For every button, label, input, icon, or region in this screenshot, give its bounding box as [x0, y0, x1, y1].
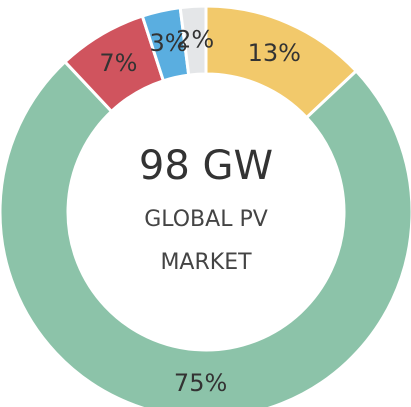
center-subtitle: MARKET	[160, 250, 252, 275]
data-label: 2%	[176, 25, 214, 53]
data-label: 7%	[99, 49, 137, 77]
data-label: 3%	[149, 29, 187, 57]
center-subtitle: GLOBAL PV	[144, 207, 268, 232]
data-label: 75%	[174, 369, 227, 397]
donut-segment	[0, 59, 411, 407]
data-label: 13%	[248, 39, 301, 67]
donut-segment	[178, 4, 208, 77]
center-title: 98 GW	[139, 143, 273, 189]
